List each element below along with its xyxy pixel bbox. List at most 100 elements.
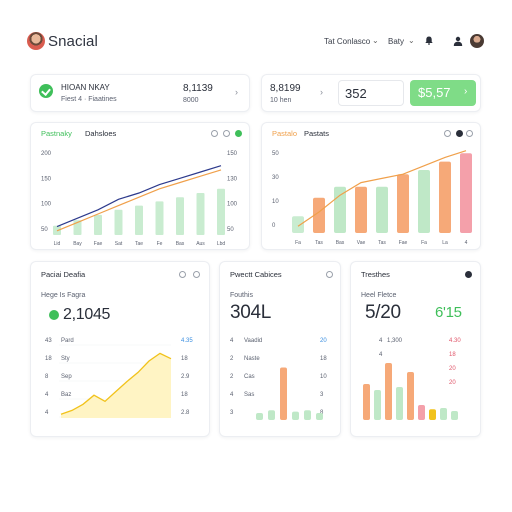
row-right-value: 20 [449,366,456,372]
y-tick-label: 0 [272,223,276,229]
kpi2-value-box[interactable]: 352 [338,80,404,106]
trend-card: Tresthes Heel Fletce 5/20 6'15 4 1,300 4.3… [350,261,481,437]
chart-bar [196,193,205,235]
card-subtitle: Heel Fletce [361,292,397,299]
chart-bar [440,408,447,420]
more-icon[interactable] [465,271,472,278]
more-icon[interactable] [193,271,200,278]
x-tick-label: Fa [295,240,301,246]
row-right-value: 2.9 [181,374,190,380]
x-tick-label: 4 [465,240,468,246]
chart-bar [73,220,82,235]
x-tick-label: Fa [421,240,427,246]
area-fill [61,353,171,418]
kpi2-value: 8,8199 [270,83,301,94]
chart-bar [429,409,436,420]
row-left-value: 4 [230,392,234,398]
series-line-1 [56,165,222,228]
kpi-card-summary[interactable]: HIOAN NKAY Fiest 4 · Fiaatines 8,1139 80… [30,74,250,112]
card-title: Paciai Deafia [41,270,86,279]
chart-bar [396,387,403,420]
area-chart: 43 Pard 4.35 18 Sty 18 8 Sep 2.9 4 Baz 18 4 2.8 [45,338,193,418]
chart-bar [256,413,263,420]
header-menu-2[interactable]: Baty [388,37,405,46]
row-left-value: 3 [230,410,234,416]
row-right-value: 10 [320,374,327,380]
settings-icon[interactable] [326,271,333,278]
series-line-2 [56,169,222,232]
row-right-value: 2.8 [181,410,190,416]
chart-bar [363,384,370,420]
x-tick-label: Bas [336,240,345,246]
info-icon[interactable] [456,130,463,137]
y-right-tick-label: 50 [227,227,234,233]
chart-bar [313,197,325,233]
x-tick-label: Fae [399,240,408,246]
y-right-tick-label: 130 [227,176,238,182]
user-icon[interactable] [453,36,463,46]
chart-bar [94,214,102,235]
series-line [297,150,467,227]
chart-bar [304,410,311,420]
x-tick-label: Bas [176,241,185,247]
mixed-chart: 50 30 10 0 Fa Tas Bas Vae Tas Fae Fa La 4 [272,150,472,246]
row-label: Sep [61,374,72,380]
row-label: Naste [244,356,260,362]
chevron-right-icon[interactable]: › [235,87,238,97]
x-tick-label: Fe [157,241,163,247]
info-icon[interactable] [223,130,230,137]
chart-bar [292,216,304,233]
card-title: Tresthes [361,270,390,279]
row-right-value: 20 [449,380,456,386]
chart-bar [418,405,425,420]
kpi2-value-sub: 10 hen [270,97,292,104]
row-label: Cas [244,374,255,380]
chart-bar [374,390,381,420]
bell-icon[interactable] [425,36,433,45]
row-right-value: 20 [320,338,327,344]
x-tick-label: Lbd [217,241,226,247]
chart-bar [268,410,275,420]
settings-icon[interactable] [179,271,186,278]
y-right-tick-label: 150 [227,151,238,157]
settings-icon[interactable] [211,130,218,137]
x-tick-label: La [442,240,448,246]
y-tick-label: 200 [41,151,52,157]
kpi-card-conversion[interactable]: 8,8199 10 hen › 352 $5,57 › [261,74,481,112]
line-chart-card: Pastnaky Dahsloes 200 150 100 50 150 130 100 50… [30,122,250,250]
row-right-value: 18 [181,392,188,398]
chart-bar [355,186,367,233]
more-icon[interactable] [466,130,473,137]
x-tick-label: Tas [315,240,323,246]
chevron-right-icon[interactable]: › [464,86,468,97]
chart-bar [376,186,388,233]
y-tick-label: 30 [272,175,279,181]
mixed-chart-card: Pastalo Pastats 50 30 10 0 Fa Tas Bas Vae Tas Fae… [261,122,481,250]
app-logo-avatar[interactable] [27,32,45,50]
chevron-down-icon[interactable]: ⌄ [408,36,415,45]
settings-icon[interactable] [444,130,451,137]
row-left-value: 4 [379,352,383,358]
row-label: Vaadid [244,338,262,344]
row-left-value: 4 [230,338,234,344]
kpi2-cta-button[interactable]: $5,57 [410,80,476,106]
row-left-value: 4 [379,338,383,344]
x-tick-label: Tae [135,241,143,247]
row-right-value: 4.35 [181,338,193,344]
chart-bar [460,153,472,233]
header-menu[interactable]: Tat Conlasco [324,37,371,46]
trend-value-right: 6'15 [435,304,462,321]
x-tick-label: Tas [378,240,386,246]
card-title: Pwectt Cabices [230,270,282,279]
chevron-down-icon[interactable]: ⌄ [372,36,379,45]
top-bar: Snacial Tat Conlasco ⌄ Baty ⌄ [0,0,512,62]
trend-value-left: 5/20 [365,302,401,323]
chart-bar [176,197,184,235]
kpi-value: 8,1139 [183,83,213,94]
chevron-right-icon[interactable]: › [320,87,323,97]
user-avatar[interactable] [470,34,484,48]
row-left-value: 4 [45,392,49,398]
user-badge-icon [49,310,59,320]
y-tick-label: 10 [272,199,279,205]
card-subtitle: Hege Is Fagra [41,292,86,299]
